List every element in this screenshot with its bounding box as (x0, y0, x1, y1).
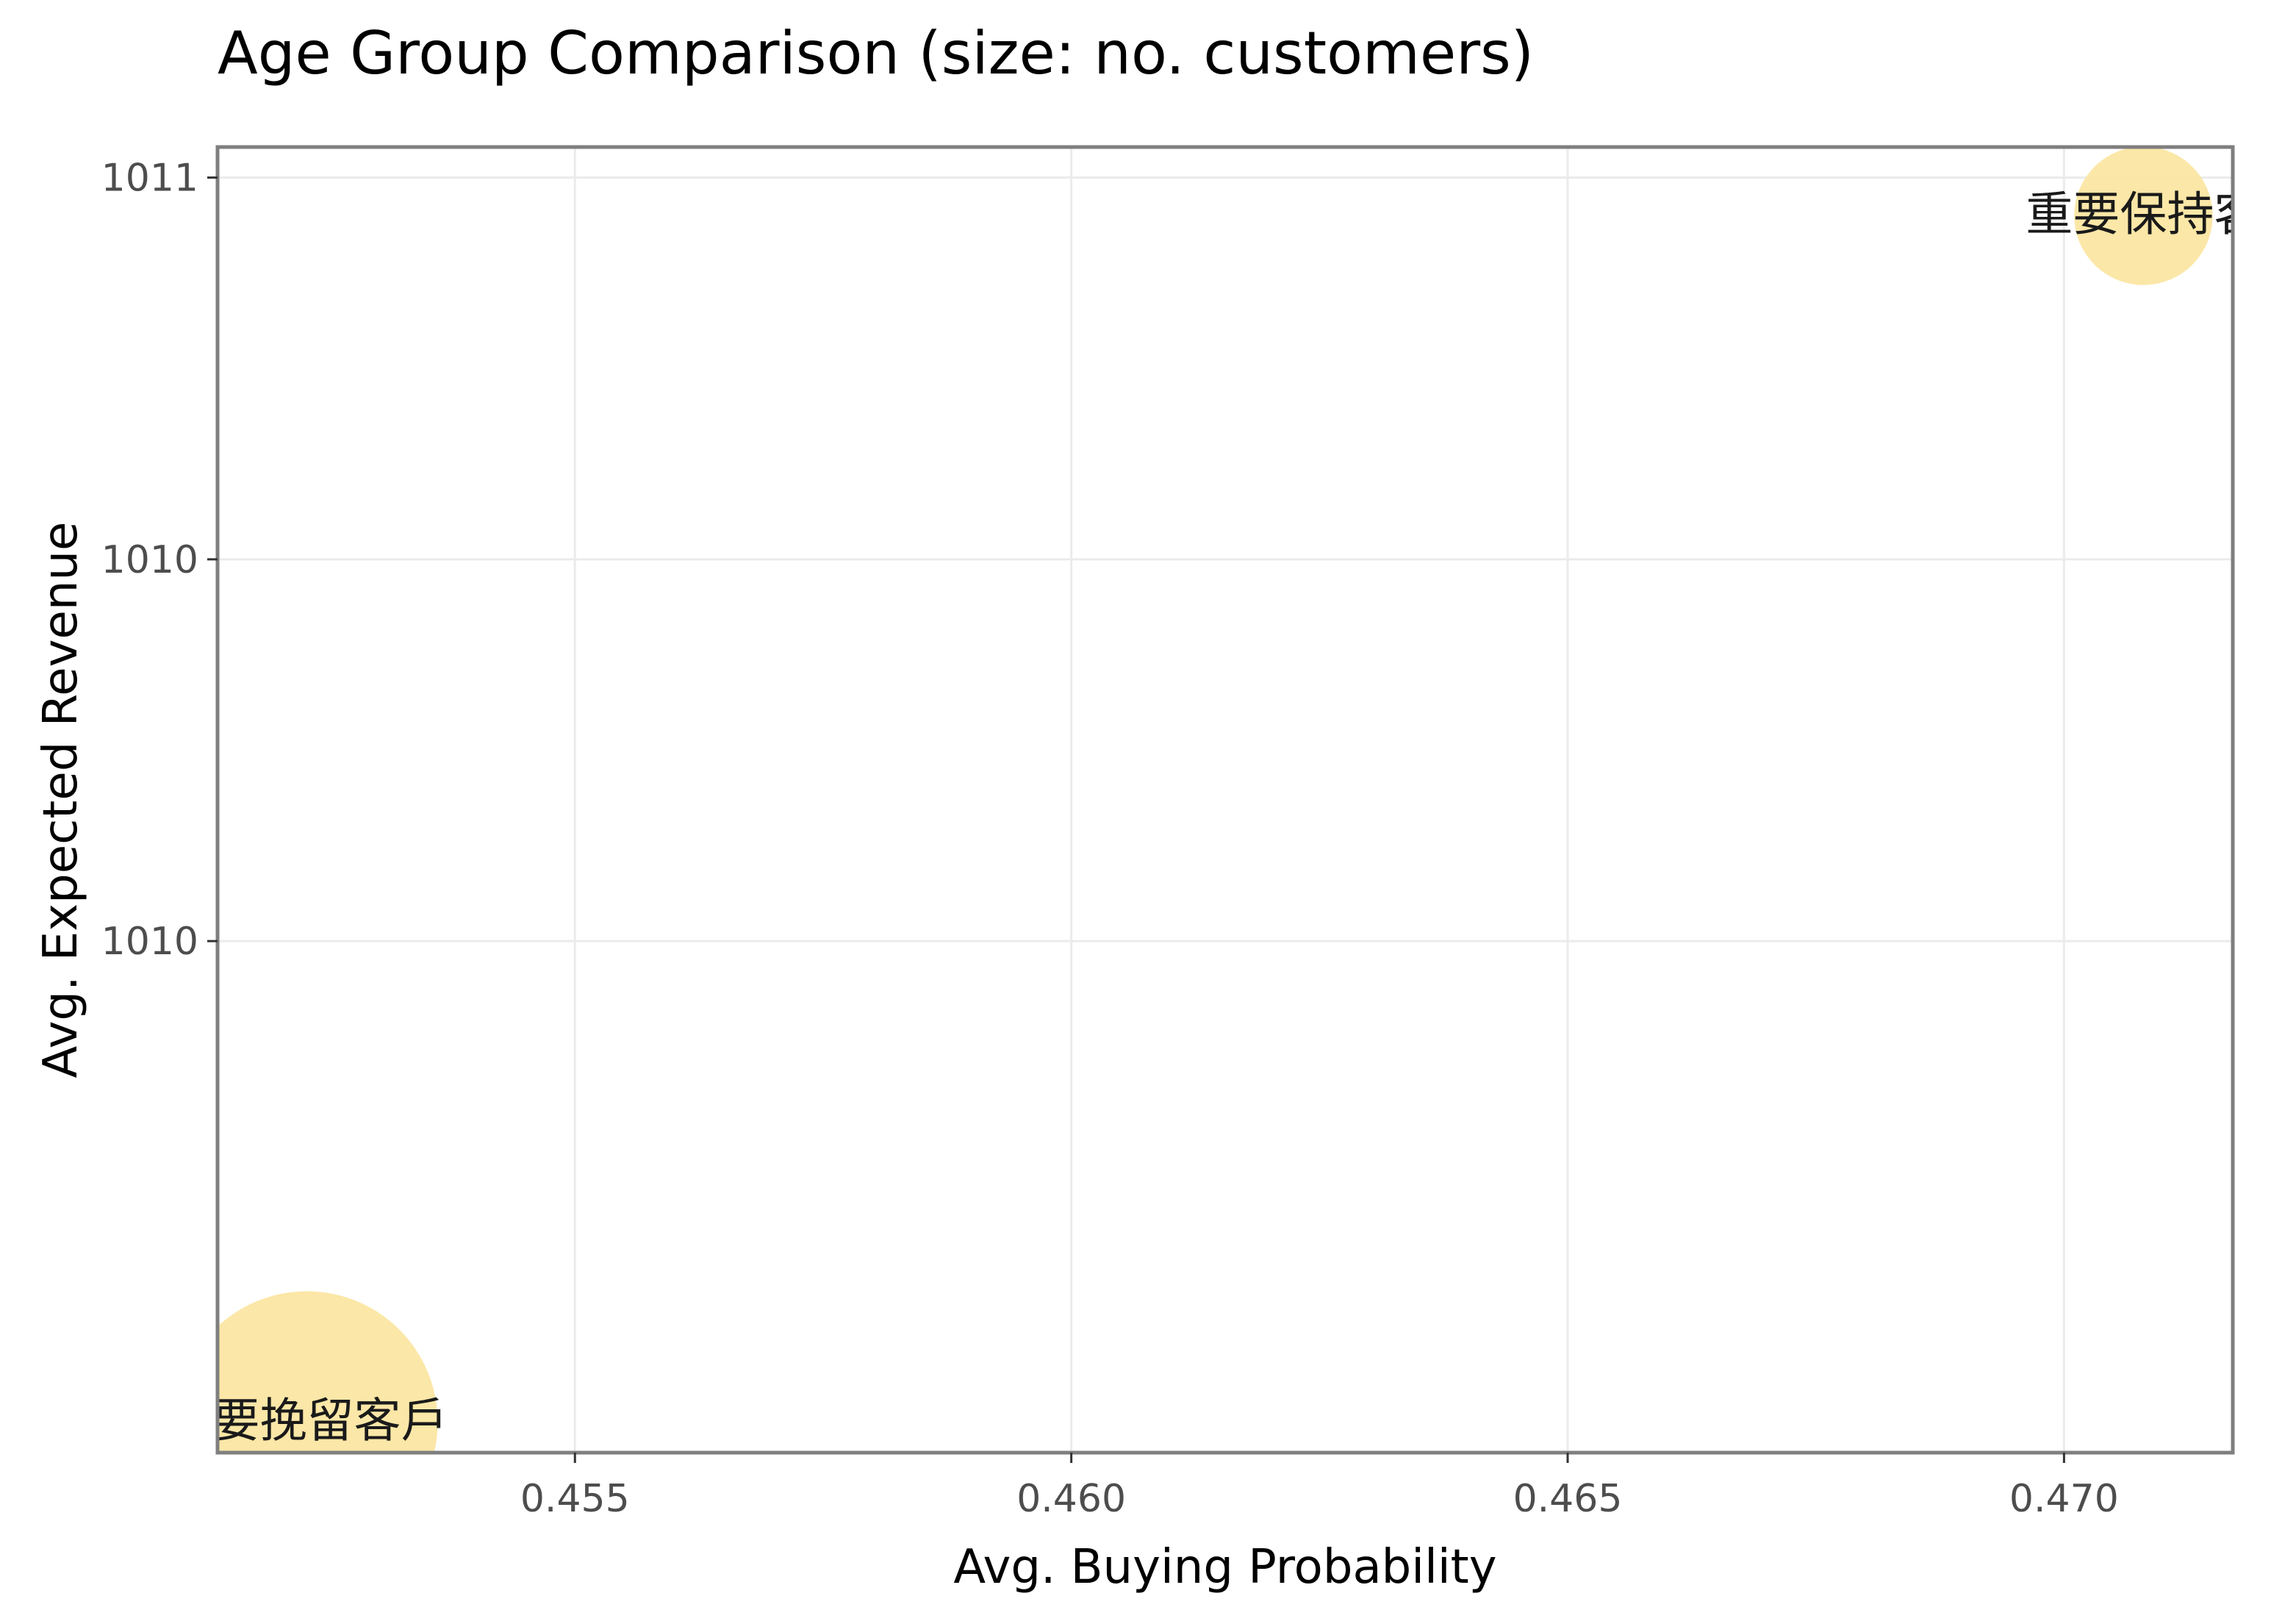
x-tick-label: 0.460 (1016, 1477, 1126, 1521)
bubble (218, 1291, 438, 1453)
bubble-label: 重要挽留客戶 (166, 1394, 448, 1448)
y-tick-label: 1010 (101, 538, 198, 582)
plot-panel (215, 145, 2235, 1455)
x-tick-label: 0.470 (2009, 1477, 2119, 1521)
y-axis-label: Avg. Expected Revenue (34, 522, 88, 1078)
axis-ticks: 0.455 0.460 0.465 0.470 1011 1010 1010 (101, 157, 2119, 1521)
chart-title: Age Group Comparison (size: no. customer… (218, 19, 1534, 87)
bubble-label: 重要保持客 (2026, 187, 2261, 242)
x-axis-label: Avg. Buying Probability (953, 1540, 1496, 1595)
grid (218, 147, 2233, 1453)
x-tick-label: 0.465 (1513, 1477, 1623, 1521)
bubble (2074, 147, 2213, 285)
data-points: 重要挽留客戶 重要保持客 (166, 147, 2261, 1453)
x-tick-label: 0.455 (520, 1477, 630, 1521)
y-tick-label: 1011 (101, 157, 198, 201)
y-tick-label: 1010 (101, 920, 198, 964)
